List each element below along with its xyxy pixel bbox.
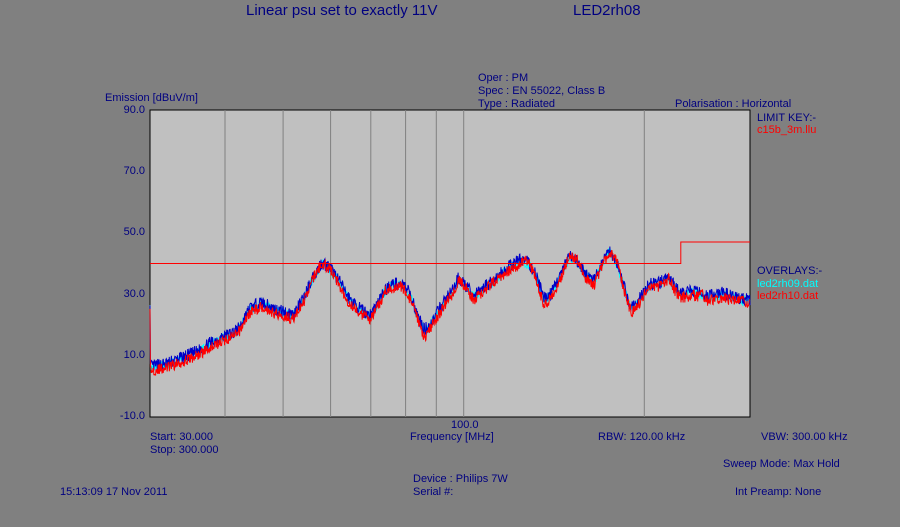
y-tick-label: -10.0 — [119, 410, 145, 422]
series-line-led2rh10 — [149, 249, 751, 376]
y-tick-label: 10.0 — [123, 349, 145, 361]
stop-freq: Stop: 300.000 — [150, 444, 219, 456]
sweep-mode-label: Sweep Mode: Max Hold — [723, 458, 840, 470]
overlay-1-label: led2rh09.dat — [757, 278, 819, 290]
type-label: Type : Radiated — [478, 98, 556, 110]
rbw-label: RBW: 120.00 kHz — [598, 431, 686, 443]
overlays-label: OVERLAYS:- — [757, 265, 823, 277]
start-freq: Start: 30.000 — [150, 431, 213, 443]
limit-line — [150, 241, 750, 264]
traces — [149, 246, 751, 376]
x-tick-label: 100.0 — [451, 419, 479, 431]
y-tick-label: 70.0 — [123, 165, 145, 177]
int-preamp-label: Int Preamp: None — [735, 486, 822, 498]
chart-title: Linear psu set to exactly 11V — [246, 2, 438, 19]
overlay-2-label: led2rh10.dat — [757, 290, 819, 302]
series-line-main-trace — [149, 246, 751, 372]
limit-file-label: c15b_3m.llu — [757, 124, 817, 136]
limit-line-group — [150, 241, 750, 264]
y-tick-label: 30.0 — [123, 288, 145, 300]
test-id: LED2rh08 — [573, 2, 641, 19]
vbw-label: VBW: 300.00 kHz — [761, 431, 848, 443]
y-tick-label: 50.0 — [123, 226, 145, 238]
spec-label: Spec : EN 55022, Class B — [478, 85, 606, 97]
oper-label: Oper : PM — [478, 72, 529, 84]
serial-label: Serial #: — [413, 486, 454, 498]
x-axis-label: Frequency [MHz] — [410, 431, 494, 443]
timestamp-label: 15:13:09 17 Nov 2011 — [60, 486, 168, 498]
limit-key-label: LIMIT KEY:- — [757, 112, 817, 124]
polarisation-label: Polarisation : Horizontal — [675, 98, 792, 110]
y-tick-label: 90.0 — [123, 104, 145, 116]
y-axis-label: Emission [dBuV/m] — [105, 92, 198, 104]
device-label: Device : Philips 7W — [413, 473, 508, 485]
